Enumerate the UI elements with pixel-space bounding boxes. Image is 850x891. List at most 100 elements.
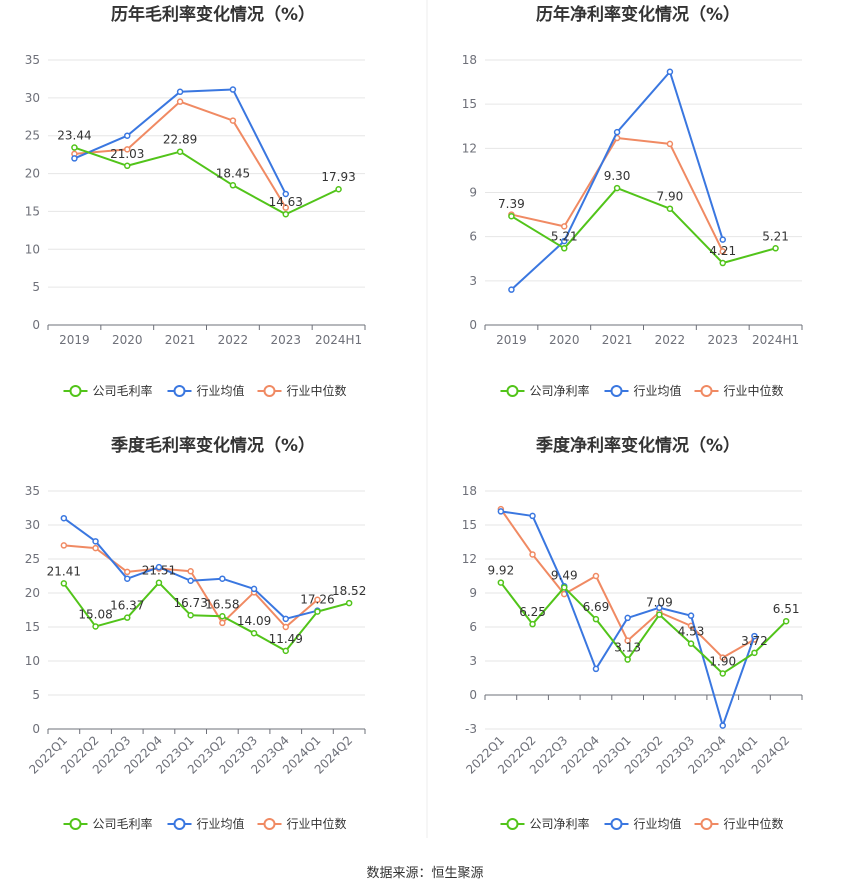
annual-gross-industry-median-point xyxy=(124,146,131,153)
quarterly-net-industry-median-point xyxy=(719,654,726,661)
annual-gross-legend-item-industry-median[interactable]: 行业中位数 xyxy=(257,383,347,398)
annual-net-legend-item-company[interactable]: 公司净利率 xyxy=(500,383,590,398)
quarterly-net-legend-item-industry-avg[interactable]: 行业均值 xyxy=(604,816,682,831)
annual-gross-x-tick-label: 2021 xyxy=(165,333,196,347)
quarterly-gross-company-point xyxy=(250,629,258,637)
quarterly-net-company-point xyxy=(782,617,790,625)
quarterly-net-company-point xyxy=(624,656,631,663)
quarterly-gross-company-point xyxy=(155,579,163,586)
quarterly-gross-y-tick-label: 30 xyxy=(25,518,40,532)
annual-gross-legend-item-industry-avg[interactable]: 行业均值 xyxy=(167,383,245,398)
annual-net-company-point xyxy=(719,259,726,267)
quarterly-gross-y-tick-label: 20 xyxy=(25,586,40,600)
quarterly-gross-data-label: 16.58 xyxy=(205,597,239,611)
quarterly-gross-data-label: 21.51 xyxy=(142,564,176,578)
quarterly-net-data-label: 3.72 xyxy=(741,634,768,648)
annual-net-x-tick-label: 2023 xyxy=(707,333,738,347)
annual-gross-industry-avg-point xyxy=(124,132,131,139)
data-source-note: 数据来源：恒生聚源 xyxy=(366,866,484,881)
quarterly-net-company-point xyxy=(497,579,505,586)
quarterly-net-company-point xyxy=(561,584,568,591)
legend-marker-icon xyxy=(506,385,519,397)
quarterly-net-y-tick-label: 12 xyxy=(462,552,477,566)
annual-gross-data-label: 17.93 xyxy=(321,170,355,184)
legend-marker-icon xyxy=(173,818,186,830)
quarterly-gross-data-label: 11.49 xyxy=(269,632,303,646)
annual-net-industry-avg-point xyxy=(719,236,726,243)
annual-net-y-tick-label: 6 xyxy=(469,230,477,244)
quarterly-gross-legend-item-industry-median[interactable]: 行业中位数 xyxy=(257,816,347,831)
legend-marker-icon xyxy=(69,818,82,830)
quarterly-net-data-label: 7.09 xyxy=(646,596,673,610)
quarterly-gross-industry-avg-point xyxy=(60,514,68,522)
annual-gross-company-point xyxy=(176,148,184,155)
annual-net-y-tick-label: 15 xyxy=(462,97,477,111)
annual-gross-industry-median-point xyxy=(282,204,289,211)
quarterly-gross-data-label: 14.09 xyxy=(237,614,271,628)
legend-marker-icon xyxy=(173,385,186,397)
quarterly-gross-chart-title: 季度毛利率变化情况（%） xyxy=(111,435,315,456)
quarterly-gross-y-tick-label: 35 xyxy=(25,484,40,498)
annual-gross-industry-avg-point xyxy=(229,86,237,93)
annual-net-y-tick-label: 9 xyxy=(469,186,477,200)
quarterly-net-chart-title: 季度净利率变化情况（%） xyxy=(536,435,740,456)
annual-gross-y-tick-label: 15 xyxy=(25,204,40,218)
annual-net-industry-median-point xyxy=(561,223,568,230)
quarterly-net-legend-item-company[interactable]: 公司净利率 xyxy=(500,816,590,831)
legend-label: 行业均值 xyxy=(634,816,682,831)
annual-gross-x-tick-label: 2020 xyxy=(112,333,143,347)
annual-gross-y-tick-label: 5 xyxy=(32,280,40,294)
legend-label: 公司净利率 xyxy=(530,816,590,831)
quarterly-net-industry-avg-point xyxy=(751,632,758,640)
annual-net-chart-title: 历年净利率变化情况（%） xyxy=(536,4,740,25)
annual-net-industry-median-point xyxy=(666,140,674,148)
annual-gross-company-point xyxy=(229,182,237,189)
quarterly-gross-company-point xyxy=(92,623,99,630)
annual-net-legend-item-industry-avg[interactable]: 行业均值 xyxy=(604,383,682,398)
quarterly-net-company-point xyxy=(529,620,536,628)
quarterly-net-legend-item-industry-median[interactable]: 行业中位数 xyxy=(694,816,784,831)
quarterly-net-data-label: 6.25 xyxy=(519,605,546,619)
legend-label: 公司毛利率 xyxy=(93,383,153,398)
annual-net-x-tick-label: 2024H1 xyxy=(752,333,799,347)
annual-gross-y-tick-label: 10 xyxy=(25,242,40,256)
annual-gross-y-tick-label: 0 xyxy=(32,318,40,332)
annual-net-y-tick-label: 0 xyxy=(469,318,477,332)
quarterly-gross-legend-item-industry-avg[interactable]: 行业均值 xyxy=(167,816,245,831)
quarterly-gross-data-label: 15.08 xyxy=(78,607,112,621)
quarterly-gross-company-point xyxy=(345,599,353,607)
quarterly-net-y-tick-label: 3 xyxy=(469,654,477,668)
quarterly-net-chart: 季度净利率变化情况（%）-303691215182022Q12022Q22022… xyxy=(462,435,803,831)
annual-net-industry-avg-point xyxy=(561,237,568,245)
quarterly-gross-industry-median-point xyxy=(219,619,226,627)
legend-marker-icon xyxy=(69,385,82,397)
annual-gross-industry-avg-point xyxy=(176,88,184,96)
annual-gross-y-tick-label: 20 xyxy=(25,167,40,181)
annual-gross-y-tick-label: 35 xyxy=(25,53,40,67)
annual-net-industry-avg-point xyxy=(666,68,674,76)
annual-net-industry-median-point xyxy=(719,248,726,255)
quarterly-net-industry-avg-point xyxy=(529,512,536,520)
annual-net-x-tick-label: 2021 xyxy=(602,333,633,347)
annual-net-legend-item-industry-median[interactable]: 行业中位数 xyxy=(694,383,784,398)
annual-gross-data-label: 21.03 xyxy=(110,147,144,161)
legend-label: 公司毛利率 xyxy=(93,816,153,831)
quarterly-gross-industry-avg-point xyxy=(219,575,226,582)
annual-gross-legend-item-company[interactable]: 公司毛利率 xyxy=(63,383,153,398)
annual-gross-company-line xyxy=(74,146,340,216)
annual-gross-data-label: 22.89 xyxy=(163,133,197,147)
annual-gross-company-point xyxy=(282,210,289,218)
annual-net-data-label: 4.21 xyxy=(709,244,736,258)
quarterly-gross-industry-avg-point xyxy=(124,575,131,582)
quarterly-gross-industry-avg-point xyxy=(187,577,194,585)
quarterly-net-industry-median-point xyxy=(529,551,536,558)
quarterly-gross-legend-item-company[interactable]: 公司毛利率 xyxy=(63,816,153,831)
annual-gross-industry-median-point xyxy=(176,98,184,105)
quarterly-gross-industry-median-point xyxy=(187,567,194,575)
quarterly-net-data-label: 1.90 xyxy=(709,654,736,668)
quarterly-gross-data-label: 16.73 xyxy=(173,596,207,610)
quarterly-gross-y-tick-label: 15 xyxy=(25,620,40,634)
annual-net-company-point xyxy=(666,205,674,212)
quarterly-net-data-label: 6.69 xyxy=(583,600,610,614)
quarterly-net-y-tick-label: 6 xyxy=(469,620,477,634)
